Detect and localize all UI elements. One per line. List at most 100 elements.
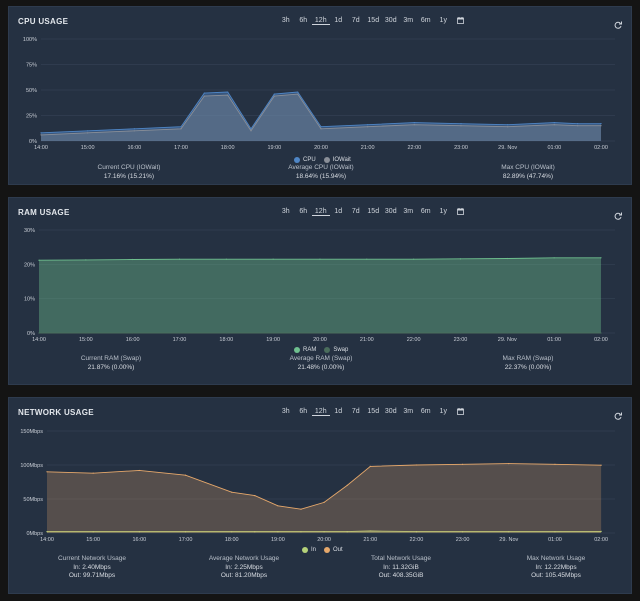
range-3m[interactable]: 3m bbox=[403, 408, 414, 415]
range-30d[interactable]: 30d bbox=[384, 408, 397, 415]
x-tick-label: 29. Nov bbox=[499, 537, 518, 543]
data-point bbox=[413, 122, 415, 124]
x-tick-label: 02:00 bbox=[594, 145, 608, 151]
range-3h[interactable]: 3h bbox=[281, 408, 290, 415]
stat-out: Out: 81.20Mbps bbox=[220, 572, 268, 579]
stat-value: 82.89% (47.74%) bbox=[502, 172, 554, 180]
x-tick-label: 02:00 bbox=[594, 537, 608, 543]
network-usage-panel: NETWORK USAGE 3h 6h 12h 1d 7d 15d 30d 3m… bbox=[8, 397, 632, 594]
data-point bbox=[600, 125, 602, 127]
legend-dot bbox=[324, 347, 331, 353]
range-15d[interactable]: 15d bbox=[367, 408, 380, 415]
legend-swap[interactable]: Swap bbox=[324, 347, 348, 353]
stat-label: Max CPU (IOWait) bbox=[501, 164, 555, 171]
data-point bbox=[180, 126, 182, 128]
range-6m[interactable]: 6m bbox=[420, 408, 431, 415]
data-point bbox=[231, 491, 233, 493]
range-1y[interactable]: 1y bbox=[439, 408, 447, 415]
data-point bbox=[180, 128, 182, 130]
range-15d[interactable]: 15d bbox=[367, 208, 380, 215]
data-point bbox=[46, 471, 48, 473]
range-7d[interactable]: 7d bbox=[351, 408, 360, 415]
range-6h[interactable]: 6h bbox=[299, 208, 308, 215]
stat-label: Total Network Usage bbox=[371, 555, 431, 562]
legend-cpu[interactable]: CPU bbox=[294, 157, 316, 163]
range-1d[interactable]: 1d bbox=[334, 408, 343, 415]
cpu-stat-average: Average CPU (IOWait) 18.64% (15.94%) bbox=[266, 164, 376, 181]
range-15d[interactable]: 15d bbox=[367, 17, 380, 24]
range-7d[interactable]: 7d bbox=[351, 17, 360, 24]
range-6h[interactable]: 6h bbox=[299, 17, 308, 24]
stat-value: 21.87% (0.00%) bbox=[87, 363, 135, 371]
data-point bbox=[553, 124, 555, 126]
data-point bbox=[132, 258, 134, 261]
data-point bbox=[577, 123, 579, 125]
panel-title: RAM USAGE bbox=[18, 208, 70, 217]
legend-ram[interactable]: RAM bbox=[294, 347, 316, 353]
calendar-icon[interactable] bbox=[452, 208, 470, 216]
data-point bbox=[323, 501, 325, 503]
legend-iowait[interactable]: IOWait bbox=[323, 157, 351, 163]
data-point bbox=[553, 257, 555, 259]
range-1d[interactable]: 1d bbox=[334, 208, 343, 215]
ram-chart: 0% 10% 20% 30% 14:00 15:00 16:00 17:00 18:00 19:0… bbox=[24, 228, 615, 343]
range-12h[interactable]: 12h bbox=[312, 408, 330, 416]
data-point bbox=[92, 472, 94, 474]
range-6m[interactable]: 6m bbox=[420, 17, 431, 24]
stat-value: 21.48% (0.00%) bbox=[297, 363, 345, 371]
series-line-out bbox=[46, 463, 602, 510]
data-point bbox=[227, 91, 229, 93]
range-3m[interactable]: 3m bbox=[403, 208, 414, 215]
series-area-ram bbox=[39, 257, 601, 333]
range-6h[interactable]: 6h bbox=[299, 408, 308, 415]
refresh-icon[interactable] bbox=[614, 16, 622, 34]
data-point bbox=[577, 125, 579, 127]
range-1d[interactable]: 1d bbox=[334, 17, 343, 24]
range-12h[interactable]: 12h bbox=[312, 17, 330, 25]
calendar-icon[interactable] bbox=[452, 408, 470, 416]
range-1y[interactable]: 1y bbox=[439, 17, 447, 24]
range-3h[interactable]: 3h bbox=[281, 208, 290, 215]
range-30d[interactable]: 30d bbox=[384, 17, 397, 24]
data-point bbox=[38, 259, 40, 261]
time-range-selector: 3h 6h 12h 1d 7d 15d 30d 3m 6m 1y bbox=[277, 408, 470, 416]
legend-in[interactable]: In bbox=[302, 547, 316, 553]
series-area-out bbox=[47, 463, 602, 533]
x-tick-label: 19:00 bbox=[266, 337, 280, 343]
x-tick-label: 15:00 bbox=[79, 337, 93, 343]
refresh-icon[interactable] bbox=[614, 207, 622, 225]
calendar-icon[interactable] bbox=[452, 17, 470, 25]
data-point bbox=[600, 332, 602, 334]
stat-in: In: 2.40Mbps bbox=[73, 563, 111, 571]
range-30d[interactable]: 30d bbox=[384, 208, 397, 215]
network-chart: 0Mbps 50Mbps 100Mbps 150Mbps 14:00 15:00 16:00… bbox=[20, 429, 615, 543]
data-point bbox=[138, 531, 140, 533]
data-point bbox=[600, 257, 602, 259]
data-point bbox=[459, 332, 462, 334]
data-point bbox=[462, 463, 464, 465]
x-tick-label: 21:00 bbox=[360, 337, 374, 343]
range-6m[interactable]: 6m bbox=[420, 208, 431, 215]
legend-label: CPU bbox=[303, 157, 316, 163]
range-12h[interactable]: 12h bbox=[312, 208, 330, 216]
stat-label: Average RAM (Swap) bbox=[289, 355, 353, 362]
data-point bbox=[554, 463, 556, 465]
legend-label: IOWait bbox=[332, 157, 351, 163]
x-tick-label: 22:00 bbox=[410, 537, 424, 543]
data-point bbox=[369, 530, 371, 532]
x-tick-label: 21:00 bbox=[363, 537, 377, 543]
cpu-usage-panel: CPU USAGE 3h 6h 12h 1d 7d 15d 30d 3m 6m … bbox=[8, 6, 632, 185]
data-point bbox=[508, 463, 510, 465]
data-point bbox=[92, 531, 94, 533]
range-3m[interactable]: 3m bbox=[403, 17, 414, 24]
data-point bbox=[277, 531, 279, 533]
range-7d[interactable]: 7d bbox=[351, 208, 360, 215]
range-1y[interactable]: 1y bbox=[439, 208, 447, 215]
data-point bbox=[46, 531, 48, 533]
x-tick-label: 16:00 bbox=[127, 145, 141, 151]
x-tick-label: 20:00 bbox=[317, 537, 331, 543]
legend-label: Swap bbox=[333, 347, 349, 353]
legend-out[interactable]: Out bbox=[324, 547, 343, 553]
range-3h[interactable]: 3h bbox=[281, 17, 290, 24]
refresh-icon[interactable] bbox=[614, 407, 622, 425]
